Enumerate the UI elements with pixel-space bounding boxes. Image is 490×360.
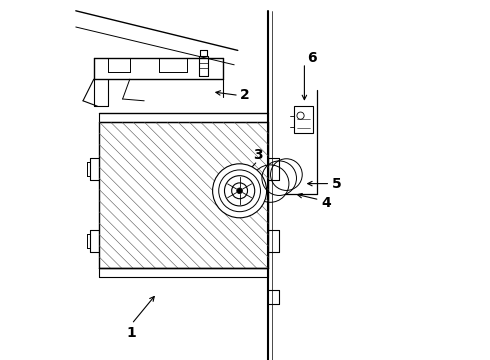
Text: 1: 1 bbox=[127, 326, 137, 340]
Text: 3: 3 bbox=[253, 148, 263, 162]
Text: 6: 6 bbox=[307, 51, 317, 64]
Text: 5: 5 bbox=[332, 177, 342, 190]
Circle shape bbox=[224, 176, 255, 206]
Circle shape bbox=[232, 183, 247, 199]
Text: 4: 4 bbox=[321, 197, 331, 210]
Bar bbox=[294, 106, 314, 133]
Circle shape bbox=[213, 164, 267, 218]
Text: 2: 2 bbox=[240, 89, 250, 102]
Circle shape bbox=[237, 188, 243, 194]
Circle shape bbox=[219, 170, 261, 212]
